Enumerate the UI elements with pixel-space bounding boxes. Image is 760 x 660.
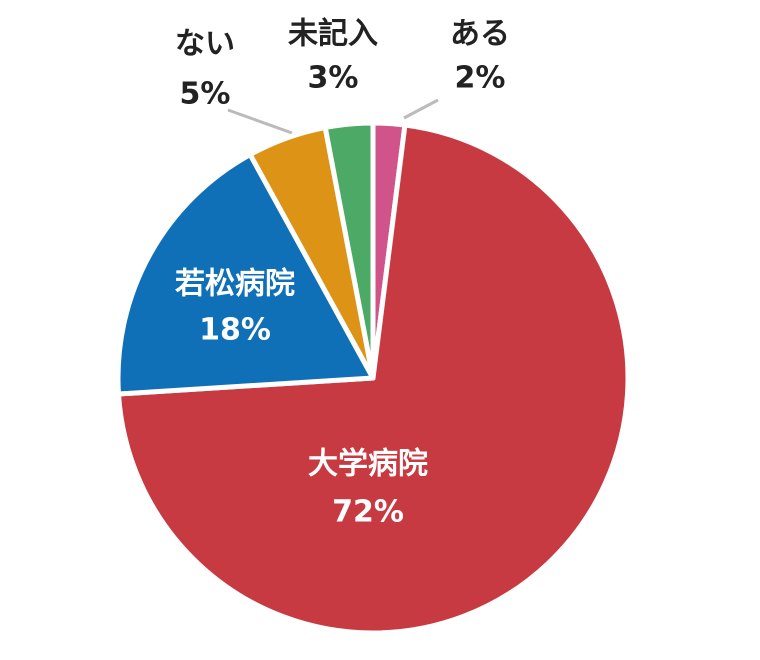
value-label: 2% <box>455 61 506 96</box>
value-label: 72% <box>332 495 404 530</box>
leader-line <box>403 98 439 120</box>
slice-label: 未記入 <box>288 17 378 52</box>
value-label: 5% <box>180 77 231 112</box>
slice-label: 大学病院 <box>308 447 428 482</box>
value-label: 3% <box>308 61 359 96</box>
slice-label: ない <box>175 27 235 62</box>
leader-line <box>227 108 293 135</box>
value-label: 18% <box>199 313 271 348</box>
slice-label: 若松病院 <box>175 267 295 302</box>
slice-label: ある <box>450 17 510 52</box>
pie-slice <box>115 152 376 397</box>
pie-slice <box>322 120 376 381</box>
